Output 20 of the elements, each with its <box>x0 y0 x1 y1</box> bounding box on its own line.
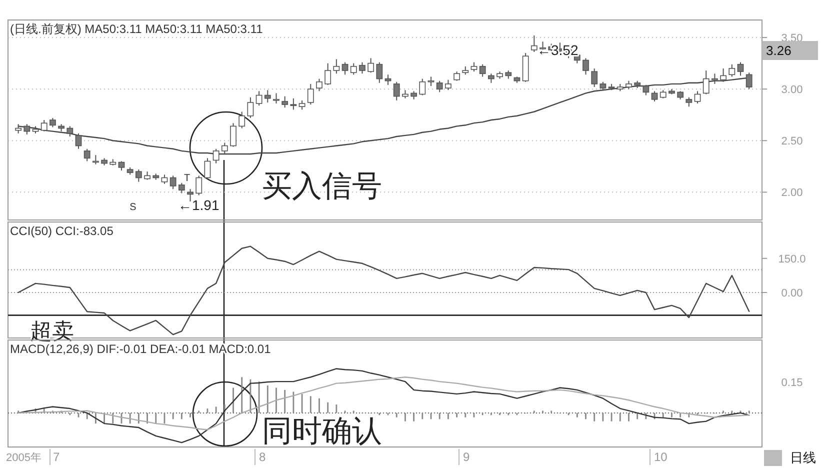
chart-title: (日线.前复权) MA50:3.11 MA50:3.11 MA50:3.11 <box>10 22 264 36</box>
annotation: 同时确认 <box>262 415 382 448</box>
text: 0.15 <box>781 377 803 389</box>
y-tick-label: 2.50 <box>781 136 803 148</box>
y-tick-label: 2.00 <box>781 187 803 200</box>
annotation: ←1.91 <box>178 197 220 213</box>
text: 10 <box>654 450 668 464</box>
annotation: S <box>130 202 137 213</box>
y-tick-label: 150.0 <box>778 253 806 266</box>
annotation: 买入信号 <box>262 170 382 203</box>
y-tick-label: 0.00 <box>781 288 803 300</box>
annotation: T <box>184 173 190 184</box>
text: 7 <box>53 450 60 464</box>
text: 8 <box>259 450 266 464</box>
y-tick-label: 3.00 <box>781 84 803 96</box>
text: 日线 <box>790 450 816 465</box>
text: 2005年 <box>6 452 42 464</box>
text: 3.26 <box>766 43 792 58</box>
text: 9 <box>463 450 470 464</box>
chart-title: CCI(50) CCI:-83.05 <box>10 224 114 238</box>
